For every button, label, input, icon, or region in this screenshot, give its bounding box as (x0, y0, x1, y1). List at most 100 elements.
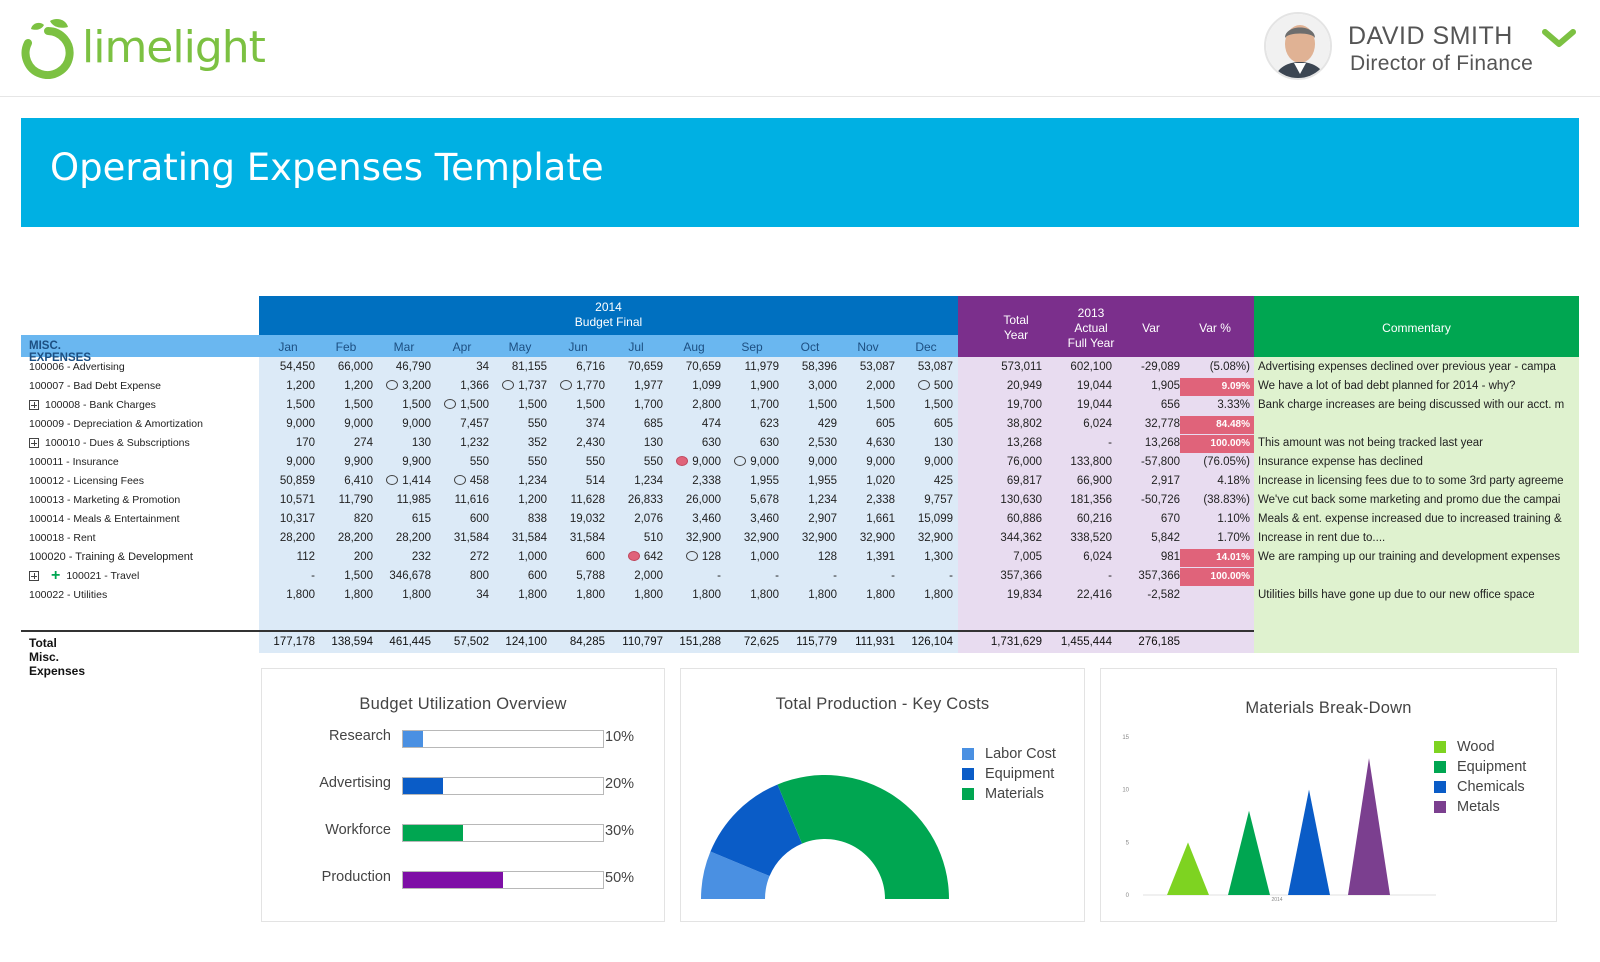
cell-var[interactable]: 13,268 (1144, 437, 1180, 449)
cell-aug[interactable]: 128 (665, 551, 721, 563)
comment-bubble-icon[interactable] (917, 380, 930, 390)
legend-item[interactable]: Equipment (962, 766, 1054, 782)
cell-mar[interactable]: 615 (375, 513, 431, 525)
cell-jan[interactable]: 9,000 (259, 418, 315, 430)
cell-nov[interactable]: 9,000 (839, 456, 895, 468)
cell-aug[interactable]: 1,800 (665, 589, 721, 601)
cell-aug[interactable]: 630 (665, 437, 721, 449)
cell-actual[interactable]: - (1108, 570, 1112, 582)
cell-oct[interactable]: 2,907 (781, 513, 837, 525)
cell-sep[interactable]: 1,700 (723, 399, 779, 411)
cell-total-year[interactable]: 19,834 (1006, 589, 1042, 601)
cell-total-year[interactable]: 7,005 (1013, 551, 1042, 563)
cell-jun[interactable]: 19,032 (549, 513, 605, 525)
cell-mar[interactable]: 9,000 (375, 418, 431, 430)
cell-var[interactable]: -2,582 (1147, 589, 1180, 601)
cell-feb[interactable]: 1,200 (317, 380, 373, 392)
cell-aug[interactable]: 474 (665, 418, 721, 430)
cell-var[interactable]: 670 (1160, 513, 1180, 525)
row-label[interactable]: 100010 - Dues & Subscriptions (29, 437, 190, 449)
cell-total-year[interactable]: 13,268 (1006, 437, 1042, 449)
cell-jan[interactable]: 10,571 (259, 494, 315, 506)
month-header-mar[interactable]: Mar (393, 340, 415, 354)
cell-var[interactable]: 2,917 (1151, 475, 1180, 487)
comment-bubble-icon[interactable] (685, 551, 698, 561)
cell-var-pct[interactable]: 84.48% (1180, 416, 1254, 434)
legend-item[interactable]: Labor Cost (962, 746, 1056, 762)
cell-mar[interactable]: 28,200 (375, 532, 431, 544)
row-label[interactable]: 100012 - Licensing Fees (29, 475, 144, 487)
cell-oct[interactable]: 3,000 (781, 380, 837, 392)
cell-jul[interactable]: 550 (607, 456, 663, 468)
cell-var-pct[interactable]: 100.00% (1180, 568, 1254, 586)
cell-may[interactable]: 550 (491, 418, 547, 430)
cell-total-year[interactable]: 76,000 (1006, 456, 1042, 468)
comment-bubble-icon[interactable] (560, 380, 573, 390)
cell-jul[interactable]: 1,700 (607, 399, 663, 411)
cell-var-pct[interactable]: 9.09% (1180, 378, 1254, 396)
month-header-oct[interactable]: Oct (800, 340, 820, 354)
donut-slice-materials[interactable] (777, 775, 949, 899)
cell-aug[interactable]: 32,900 (665, 532, 721, 544)
row-label[interactable]: 100008 - Bank Charges (29, 399, 156, 411)
legend-item[interactable]: Equipment (1434, 759, 1526, 775)
cell-mar[interactable]: 1,800 (375, 589, 431, 601)
cell-mar[interactable]: 11,985 (375, 494, 431, 506)
cell-feb[interactable]: 1,500 (317, 570, 373, 582)
comment-bubble-icon[interactable] (676, 456, 689, 466)
cell-var-pct[interactable]: (76.05%) (1203, 456, 1250, 468)
cell-commentary[interactable]: Advertising expenses declined over previ… (1258, 361, 1556, 373)
cell-may[interactable]: 81,155 (491, 361, 547, 373)
cell-actual[interactable]: 6,024 (1083, 551, 1112, 563)
cell-jun[interactable]: 11,628 (549, 494, 605, 506)
cell-dec[interactable]: 1,300 (897, 551, 953, 563)
cell-oct[interactable]: 1,800 (781, 589, 837, 601)
cell-commentary[interactable]: Increase in rent due to.... (1258, 532, 1386, 544)
cell-commentary[interactable]: We have a lot of bad debt planned for 20… (1258, 380, 1516, 392)
cell-var-pct[interactable]: 1.10% (1217, 513, 1250, 525)
cell-jul[interactable]: 510 (607, 532, 663, 544)
cell-jun[interactable]: 550 (549, 456, 605, 468)
cell-may[interactable]: 1,737 (491, 380, 547, 392)
cell-jul[interactable]: 26,833 (607, 494, 663, 506)
cell-jun[interactable]: 374 (549, 418, 605, 430)
legend-item[interactable]: Metals (1434, 799, 1500, 815)
cell-actual[interactable]: 60,216 (1076, 513, 1112, 525)
cell-dec[interactable]: 9,757 (897, 494, 953, 506)
cell-total-year[interactable]: 38,802 (1006, 418, 1042, 430)
cell-apr[interactable]: 31,584 (433, 532, 489, 544)
cell-jul[interactable]: 1,800 (607, 589, 663, 601)
cell-apr[interactable]: 600 (433, 513, 489, 525)
cell-commentary[interactable]: Bank charge increases are being discusse… (1258, 399, 1565, 411)
cell-sep[interactable]: 1,000 (723, 551, 779, 563)
cell-var[interactable]: -50,726 (1140, 494, 1180, 506)
cell-dec[interactable]: 15,099 (897, 513, 953, 525)
cell-nov[interactable]: 2,000 (839, 380, 895, 392)
cell-sep[interactable]: 1,900 (723, 380, 779, 392)
cell-oct[interactable]: 429 (781, 418, 837, 430)
cell-dec[interactable]: - (897, 570, 953, 582)
cell-dec[interactable]: 500 (897, 380, 953, 392)
cell-dec[interactable]: 9,000 (897, 456, 953, 468)
cell-nov[interactable]: 4,630 (839, 437, 895, 449)
month-header-jan[interactable]: Jan (278, 340, 298, 354)
cell-var-pct[interactable]: (38.83%) (1203, 494, 1250, 506)
row-label[interactable]: 100011 - Insurance (29, 456, 119, 468)
cell-var[interactable]: 656 (1160, 399, 1180, 411)
cell-total-year[interactable]: 573,011 (1001, 361, 1042, 373)
cell-oct[interactable]: 2,530 (781, 437, 837, 449)
cell-jan[interactable]: 1,200 (259, 380, 315, 392)
cell-nov[interactable]: 1,500 (839, 399, 895, 411)
cell-apr[interactable]: 7,457 (433, 418, 489, 430)
cell-dec[interactable]: 425 (897, 475, 953, 487)
cell-sep[interactable]: 9,000 (723, 456, 779, 468)
cell-total-year[interactable]: 130,630 (1000, 494, 1042, 506)
cell-nov[interactable]: 1,020 (839, 475, 895, 487)
cell-total-year[interactable]: 19,700 (1006, 399, 1042, 411)
cell-jun[interactable]: 1,500 (549, 399, 605, 411)
cell-apr[interactable]: 1,232 (433, 437, 489, 449)
cell-nov[interactable]: - (839, 570, 895, 582)
cell-may[interactable]: 31,584 (491, 532, 547, 544)
month-header-apr[interactable]: Apr (452, 340, 472, 354)
cell-actual[interactable]: 338,520 (1070, 532, 1112, 544)
